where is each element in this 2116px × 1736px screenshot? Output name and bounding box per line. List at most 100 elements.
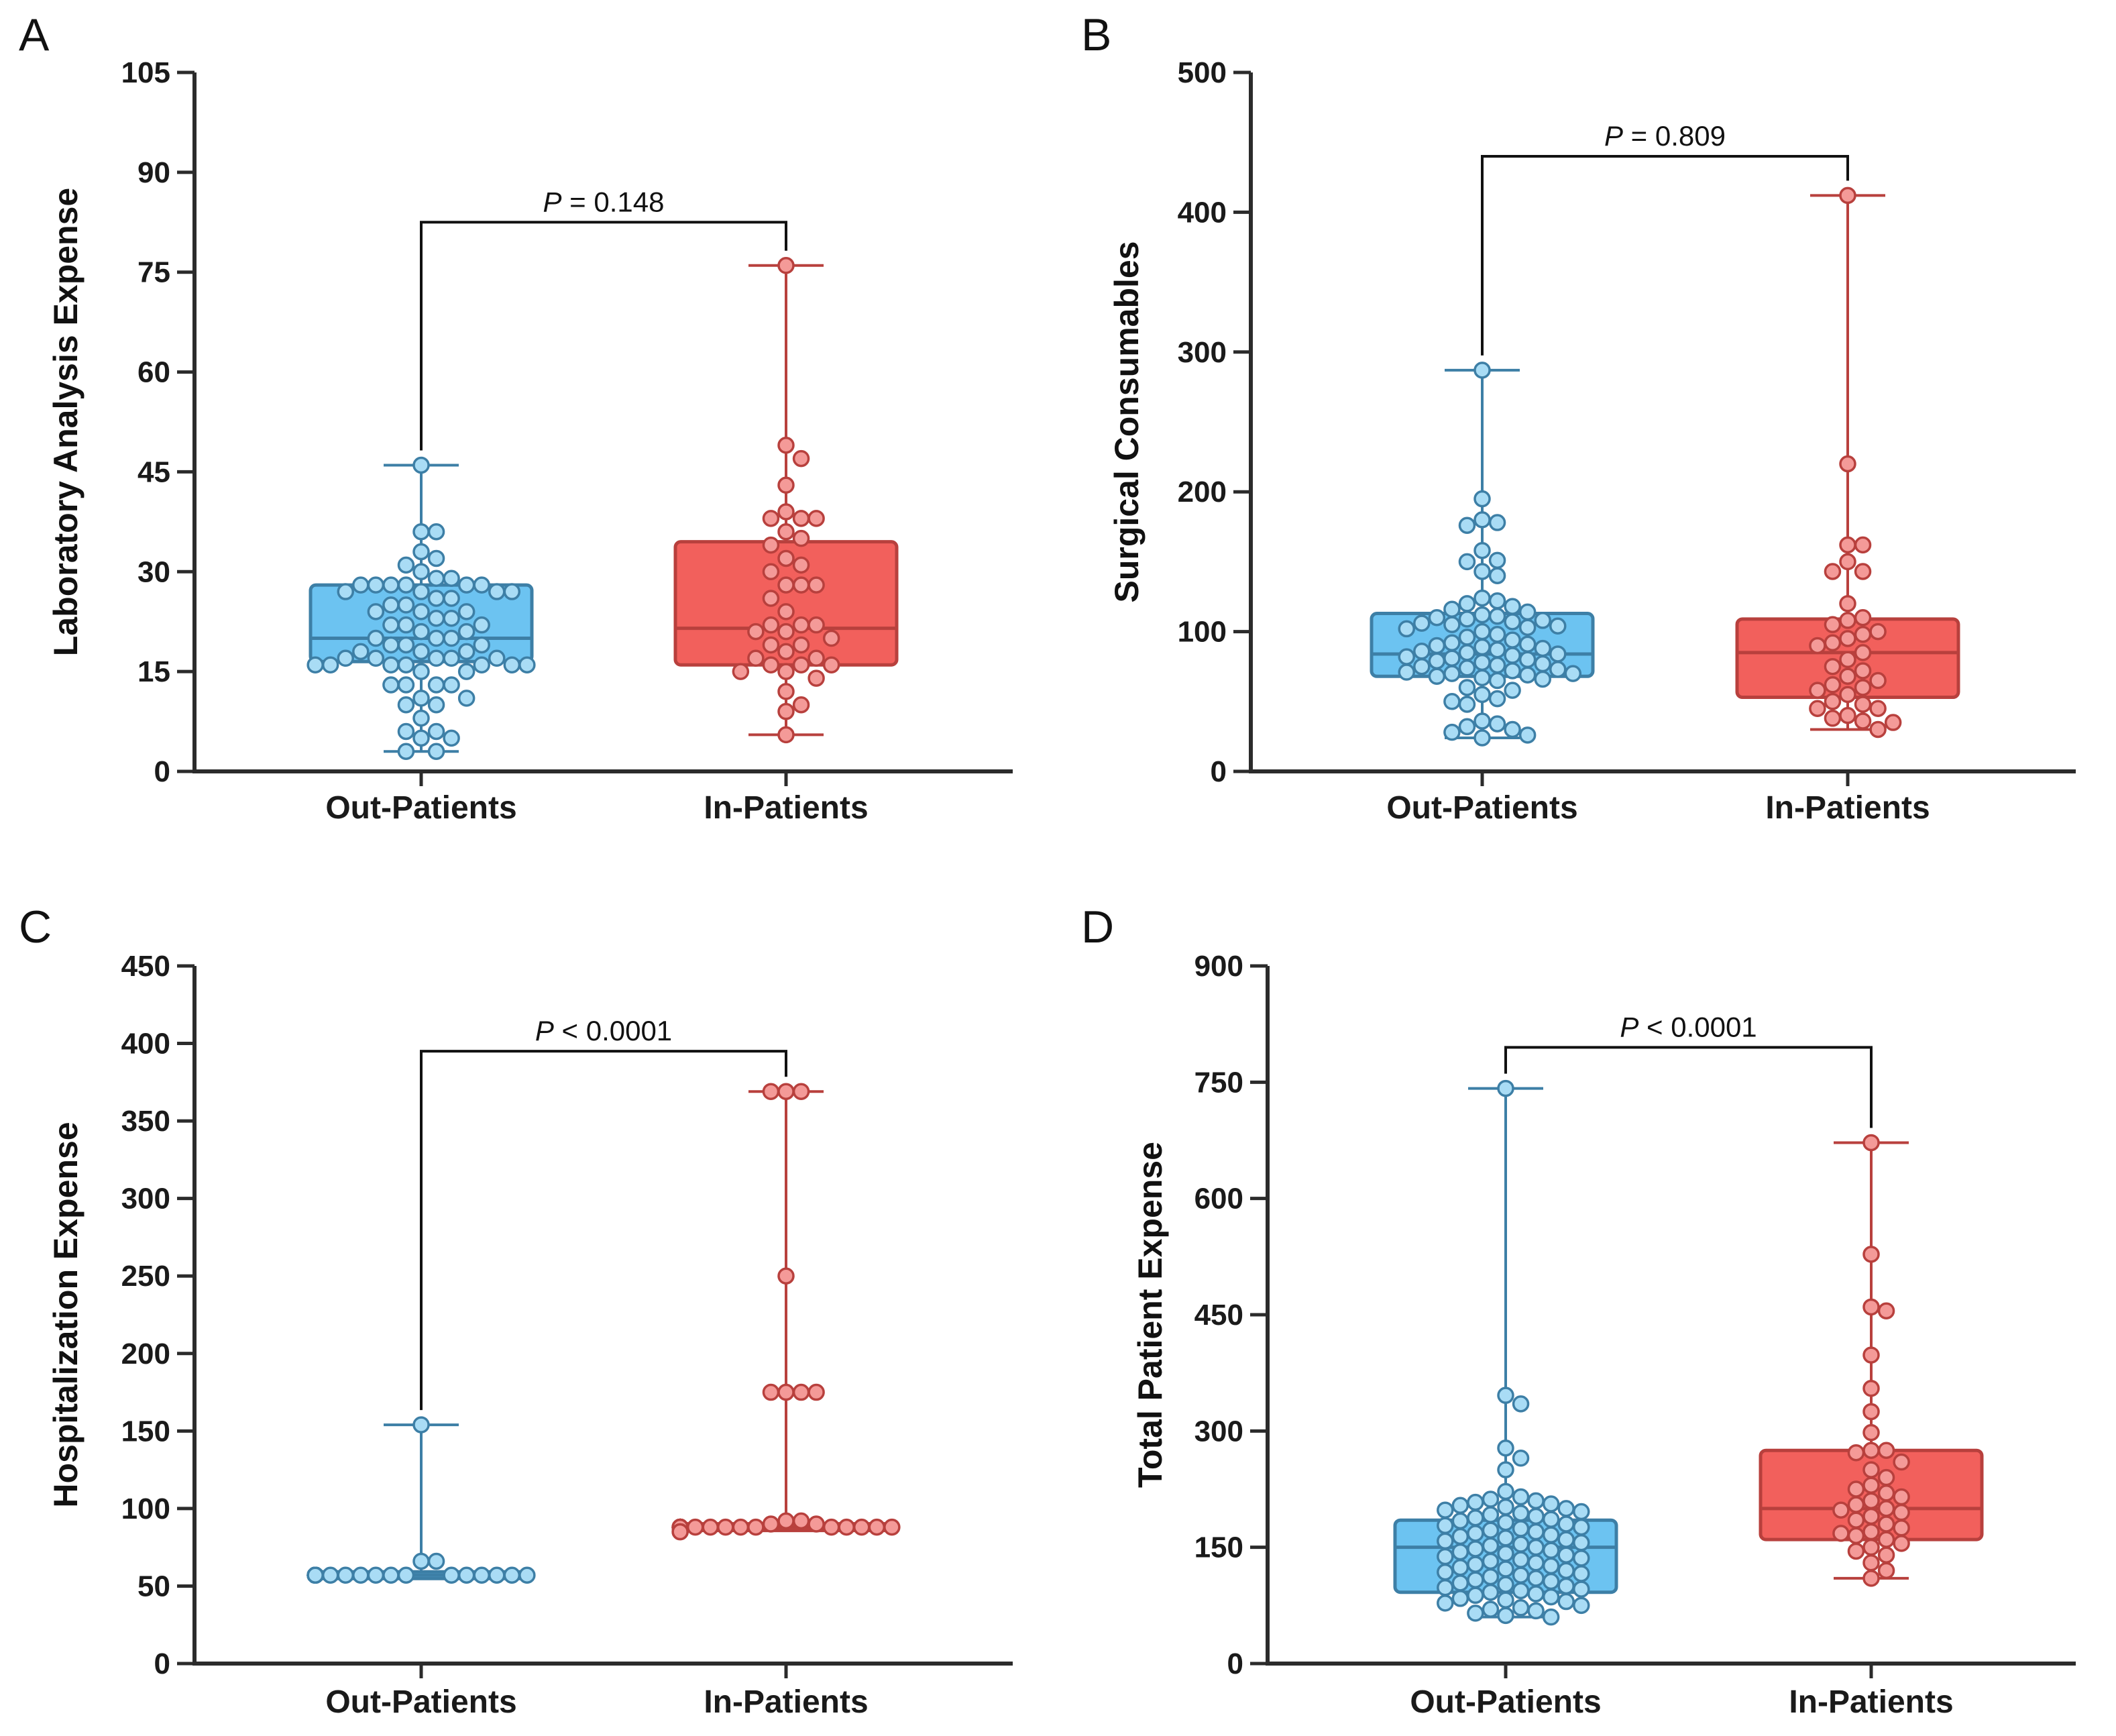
data-point <box>1839 686 1856 704</box>
data-point <box>1497 1560 1514 1578</box>
x-category-label: In-Patients <box>704 790 868 826</box>
data-point <box>1467 1605 1484 1622</box>
p-value-text: = 0.809 <box>1623 120 1726 152</box>
data-point <box>397 656 415 673</box>
data-point <box>1847 1527 1865 1545</box>
data-point <box>1443 665 1461 682</box>
data-point <box>1473 563 1491 580</box>
data-point <box>1482 1490 1500 1508</box>
data-point <box>1893 1519 1910 1537</box>
data-point <box>1458 517 1476 534</box>
y-tick-label: 600 <box>1194 1183 1243 1215</box>
series-out-patients <box>307 1416 536 1584</box>
data-point <box>488 649 506 667</box>
data-point <box>777 1083 795 1100</box>
data-point <box>427 590 445 607</box>
data-point <box>792 636 810 654</box>
data-point <box>427 629 445 647</box>
y-tick-label: 60 <box>137 356 170 389</box>
data-point <box>307 1566 324 1584</box>
data-point <box>1512 1520 1530 1537</box>
data-point <box>488 583 506 600</box>
y-tick-label: 400 <box>1178 196 1227 229</box>
data-point <box>1573 1550 1590 1567</box>
data-point <box>1467 1571 1484 1588</box>
data-point <box>1824 676 1842 694</box>
data-point <box>337 583 354 600</box>
data-point <box>457 1566 476 1584</box>
data-point <box>792 616 810 634</box>
data-point <box>808 616 825 634</box>
data-point <box>1847 1511 1865 1529</box>
y-tick-label: 45 <box>137 455 170 488</box>
data-point <box>1398 620 1415 638</box>
data-point <box>1443 649 1461 667</box>
data-point <box>1527 1492 1545 1510</box>
data-point <box>1473 653 1491 671</box>
data-point <box>1893 1488 1910 1506</box>
data-point <box>1527 1523 1545 1541</box>
data-point <box>1862 1570 1880 1587</box>
data-point <box>1893 1453 1910 1471</box>
data-point <box>1877 1515 1895 1533</box>
data-point <box>747 1518 765 1536</box>
data-point <box>1437 1501 1454 1519</box>
y-axis-label: Surgical Consumables <box>1108 241 1146 602</box>
data-point <box>777 1267 795 1285</box>
y-tick-label: 0 <box>1211 755 1227 788</box>
data-point <box>1862 1298 1880 1316</box>
y-tick-label: 500 <box>1178 56 1227 89</box>
data-point <box>367 629 385 647</box>
data-point <box>1473 362 1491 379</box>
y-tick-label: 150 <box>1194 1531 1243 1564</box>
data-point <box>337 649 354 667</box>
data-point <box>443 1566 460 1584</box>
data-point <box>1542 1557 1560 1575</box>
data-point <box>1557 1546 1575 1564</box>
data-point <box>1473 712 1491 730</box>
data-point <box>1884 714 1902 731</box>
data-point <box>1527 1507 1545 1525</box>
data-point <box>1824 634 1842 652</box>
data-point <box>1869 720 1887 739</box>
data-point <box>1549 617 1567 635</box>
data-point <box>1854 644 1872 661</box>
data-point <box>1473 686 1491 704</box>
data-point <box>1877 1531 1895 1548</box>
data-point <box>1512 1535 1530 1553</box>
data-point <box>777 663 795 680</box>
data-point <box>777 622 795 641</box>
data-point <box>777 702 795 720</box>
data-point <box>1549 661 1567 678</box>
data-point <box>777 576 795 594</box>
data-point <box>427 523 445 541</box>
data-point <box>1437 1563 1454 1581</box>
x-category-label: In-Patients <box>704 1684 868 1720</box>
data-point <box>412 690 430 707</box>
data-point <box>1458 679 1476 696</box>
data-point <box>1428 609 1446 627</box>
data-point <box>1504 613 1521 631</box>
data-point <box>777 726 795 744</box>
data-point <box>1467 1493 1484 1511</box>
data-point <box>367 649 385 667</box>
data-point <box>1482 1601 1500 1618</box>
data-point <box>822 1518 840 1536</box>
data-point <box>792 510 810 527</box>
data-point <box>1398 648 1415 665</box>
data-point <box>1458 696 1476 713</box>
x-category-label: Out-Patients <box>325 790 516 826</box>
p-value-text: < 0.0001 <box>1638 1011 1757 1042</box>
data-point <box>1832 1501 1850 1519</box>
data-point <box>382 676 400 694</box>
data-point <box>503 1566 521 1584</box>
data-point <box>1473 669 1491 687</box>
data-point <box>792 556 810 574</box>
panel-letter: C <box>19 902 52 953</box>
data-point <box>1854 696 1872 713</box>
data-point <box>1542 1511 1560 1528</box>
data-point <box>777 1383 795 1401</box>
series-out-patients <box>307 456 536 760</box>
data-point <box>1839 455 1856 473</box>
series-in-patients <box>1759 1134 1984 1587</box>
